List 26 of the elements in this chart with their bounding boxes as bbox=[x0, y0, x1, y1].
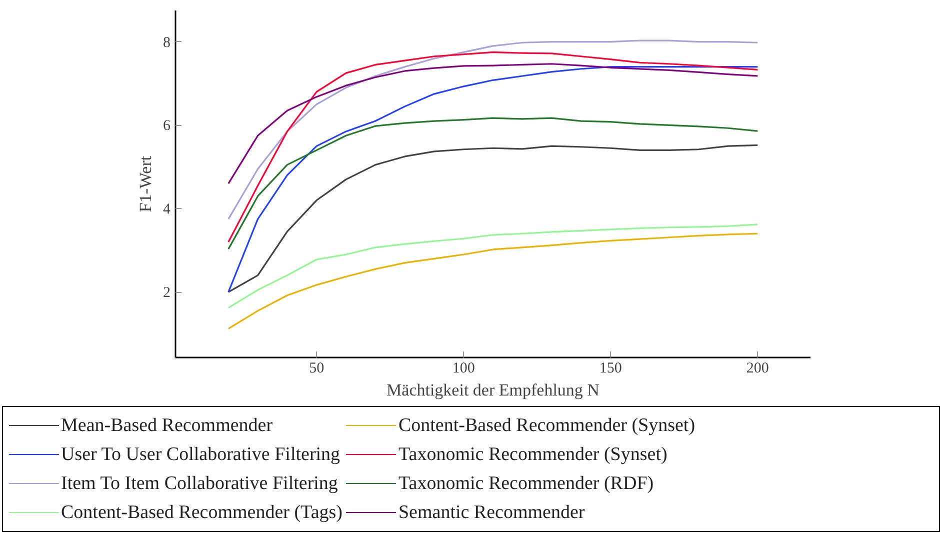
legend-label: Taxonomic Recommender (RDF) bbox=[398, 472, 654, 496]
y-tick-label: 4 bbox=[163, 202, 171, 218]
x-tick-label: 150 bbox=[599, 360, 622, 376]
y-tick-label: 8 bbox=[163, 34, 170, 51]
legend-label: Taxonomic Recommender (Synset) bbox=[398, 442, 668, 467]
legend-label: Content-Based Recommender (Tags) bbox=[61, 500, 342, 525]
line-series bbox=[228, 63, 758, 184]
line-series bbox=[228, 232, 758, 330]
line-series bbox=[228, 66, 758, 293]
y-tick-label: 6 bbox=[163, 118, 171, 134]
y-tick-label: 2 bbox=[163, 285, 170, 302]
x-tick-label: 100 bbox=[452, 360, 475, 376]
line-series bbox=[228, 51, 758, 243]
legend-label: Semantic Recommender bbox=[398, 500, 585, 525]
x-tick-label: 200 bbox=[746, 360, 769, 376]
x-tick-label: 50 bbox=[309, 360, 324, 376]
line-series bbox=[228, 224, 758, 309]
line-series bbox=[228, 144, 758, 293]
legend-label: Item To Item Collaborative Filtering bbox=[61, 472, 338, 496]
legend-label: Content-Based Recommender (Synset) bbox=[398, 414, 696, 438]
legend-label: User To User Collaborative Filtering bbox=[61, 442, 340, 467]
legend-label: Mean-Based Recommender bbox=[61, 414, 273, 438]
line-series bbox=[228, 117, 758, 250]
line-series bbox=[228, 40, 758, 220]
y-axis-title: F1-Wert bbox=[136, 156, 155, 212]
x-axis-title: Mächtigkeit der Empfehlung N bbox=[386, 380, 600, 400]
